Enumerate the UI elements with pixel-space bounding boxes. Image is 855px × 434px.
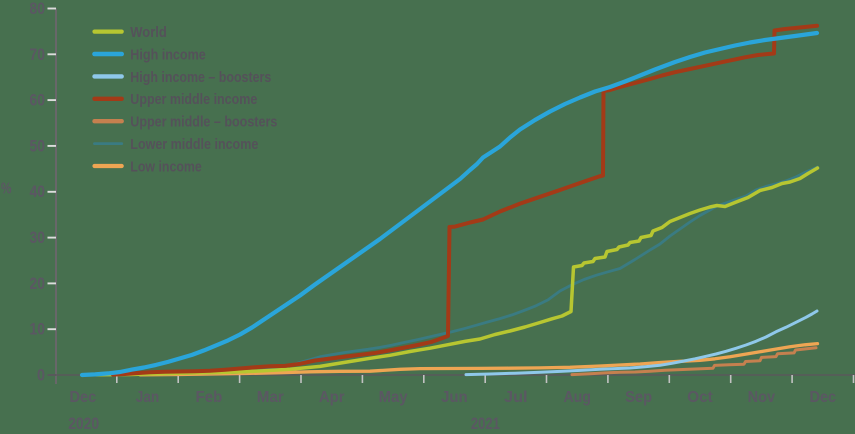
svg-text:%: % bbox=[1, 181, 12, 198]
svg-text:Aug: Aug bbox=[563, 389, 591, 406]
svg-text:10: 10 bbox=[30, 321, 46, 339]
svg-text:2021: 2021 bbox=[471, 415, 500, 433]
svg-text:20: 20 bbox=[30, 275, 46, 293]
svg-text:World: World bbox=[130, 24, 167, 41]
svg-text:Jul: Jul bbox=[504, 389, 528, 406]
svg-text:Upper middle – boosters: Upper middle – boosters bbox=[130, 114, 277, 131]
svg-text:High income: High income bbox=[130, 46, 206, 63]
svg-text:30: 30 bbox=[30, 229, 46, 247]
svg-text:0: 0 bbox=[37, 367, 45, 385]
svg-text:Jun: Jun bbox=[441, 389, 468, 406]
svg-text:Feb: Feb bbox=[196, 389, 223, 406]
svg-text:Low income: Low income bbox=[130, 158, 202, 175]
svg-text:2020: 2020 bbox=[68, 415, 99, 433]
svg-text:Upper middle income: Upper middle income bbox=[130, 91, 257, 108]
svg-text:Dec: Dec bbox=[70, 389, 97, 406]
svg-text:60: 60 bbox=[30, 92, 46, 110]
svg-text:Mar: Mar bbox=[257, 389, 284, 406]
svg-text:80: 80 bbox=[30, 0, 46, 18]
svg-text:Jan: Jan bbox=[136, 389, 160, 406]
svg-text:High income – boosters: High income – boosters bbox=[130, 69, 271, 86]
svg-text:Lower middle income: Lower middle income bbox=[130, 136, 258, 153]
svg-text:Sep: Sep bbox=[625, 389, 652, 406]
svg-text:Nov: Nov bbox=[748, 389, 776, 406]
svg-text:Dec: Dec bbox=[809, 389, 836, 406]
svg-text:May: May bbox=[379, 389, 408, 406]
svg-text:40: 40 bbox=[30, 183, 46, 201]
svg-text:70: 70 bbox=[30, 46, 46, 64]
svg-text:Apr: Apr bbox=[319, 389, 345, 406]
svg-text:Oct: Oct bbox=[687, 389, 713, 406]
svg-text:50: 50 bbox=[30, 137, 46, 155]
